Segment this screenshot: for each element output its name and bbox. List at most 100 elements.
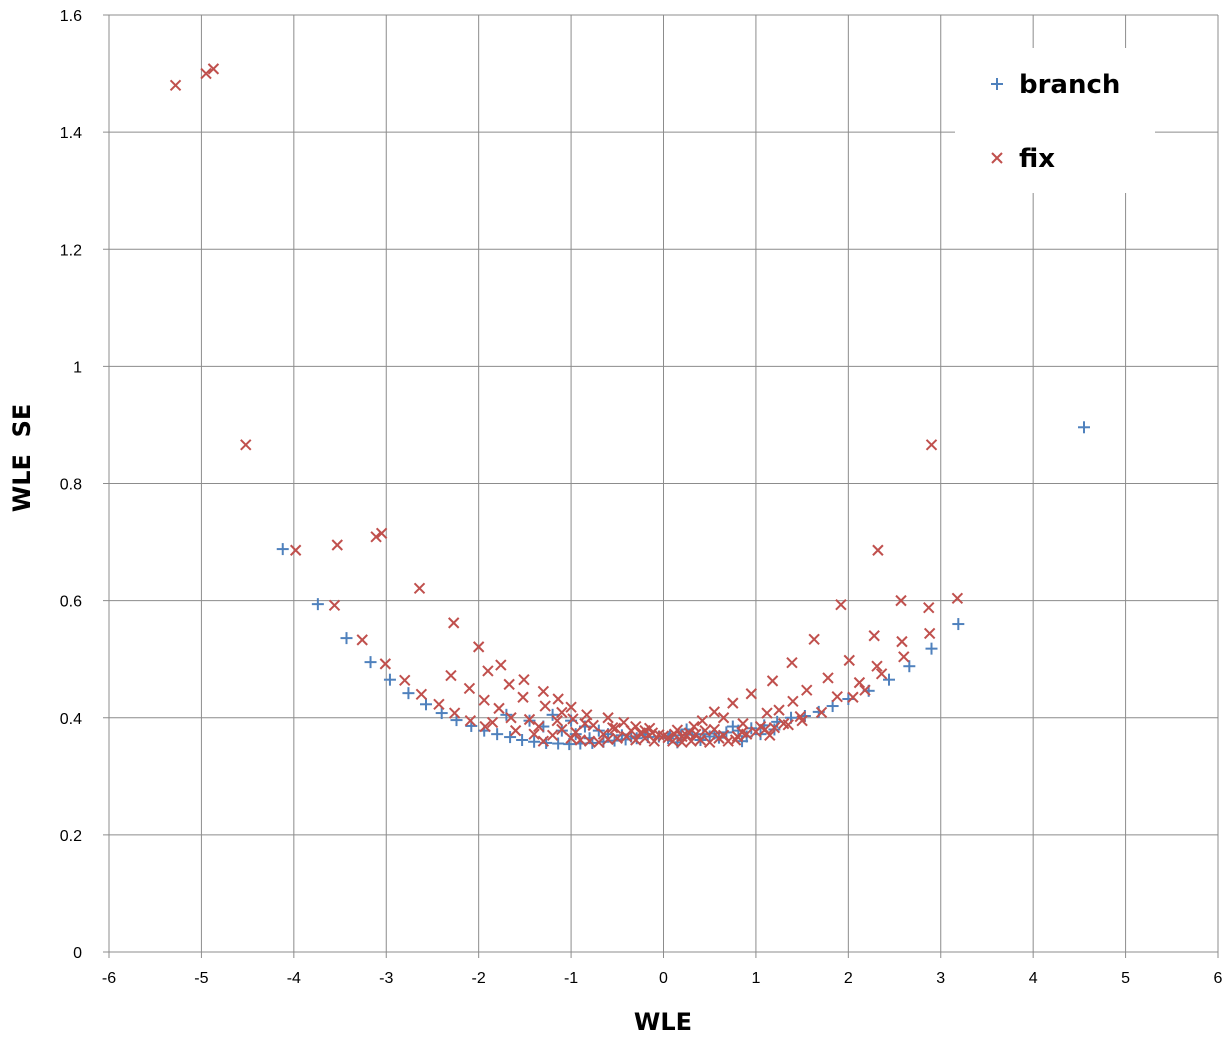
branch-point bbox=[528, 735, 541, 748]
y-tick-label: 0.2 bbox=[60, 828, 82, 845]
fix-point bbox=[898, 651, 910, 663]
fix-point bbox=[415, 688, 428, 701]
marker-stroke bbox=[773, 704, 785, 716]
y-tick-label: 1.6 bbox=[60, 8, 82, 25]
marker-stroke bbox=[801, 684, 813, 696]
marker-stroke bbox=[923, 627, 936, 640]
axes bbox=[103, 14, 1219, 958]
branch-point bbox=[925, 642, 938, 655]
marker-stroke bbox=[895, 594, 907, 607]
marker-stroke bbox=[587, 719, 599, 732]
fix-point bbox=[643, 722, 656, 734]
fix-point bbox=[895, 594, 907, 607]
marker-stroke bbox=[648, 735, 660, 747]
marker-stroke bbox=[875, 668, 888, 680]
marker-stroke bbox=[646, 727, 659, 739]
legend-label-fix: fix bbox=[1019, 144, 1055, 174]
fix-point bbox=[464, 714, 477, 727]
marker-stroke bbox=[503, 678, 515, 691]
fix-point bbox=[696, 714, 709, 727]
fix-point bbox=[581, 709, 593, 721]
marker-stroke bbox=[868, 630, 880, 642]
fix-point bbox=[766, 675, 779, 687]
marker-stroke bbox=[690, 728, 702, 740]
marker-stroke bbox=[768, 721, 781, 734]
marker-stroke bbox=[766, 675, 779, 687]
branch-point bbox=[546, 708, 559, 721]
marker-stroke bbox=[606, 721, 619, 734]
fix-point bbox=[552, 693, 564, 705]
fix-point bbox=[708, 706, 721, 718]
marker-stroke bbox=[528, 728, 540, 740]
legend-marker-branch bbox=[991, 78, 1003, 90]
fix-point bbox=[896, 635, 908, 648]
marker-stroke bbox=[708, 723, 721, 736]
x-tick-label: 4 bbox=[1029, 970, 1038, 987]
marker-stroke bbox=[653, 729, 665, 741]
fix-point bbox=[551, 714, 563, 727]
fix-point bbox=[433, 698, 445, 710]
marker-stroke bbox=[200, 67, 212, 80]
branch-point bbox=[1077, 421, 1090, 434]
marker-stroke bbox=[433, 698, 445, 710]
fix-point bbox=[796, 714, 808, 727]
x-axis-title: WLE bbox=[634, 1008, 692, 1036]
fix-point bbox=[782, 719, 794, 731]
fix-point bbox=[750, 726, 762, 738]
fix-point bbox=[486, 716, 499, 729]
marker-stroke bbox=[523, 713, 536, 726]
fix-point bbox=[745, 688, 758, 700]
fix-point bbox=[761, 707, 773, 719]
fix-point bbox=[328, 599, 341, 612]
marker-stroke bbox=[375, 527, 388, 539]
marker-stroke bbox=[676, 736, 688, 749]
fix-point bbox=[871, 660, 883, 672]
branch-point bbox=[952, 618, 965, 631]
marker-stroke bbox=[872, 544, 884, 556]
branch-point bbox=[504, 731, 517, 744]
fix-point bbox=[448, 707, 461, 719]
fix-point bbox=[609, 722, 622, 734]
marker-stroke bbox=[759, 723, 771, 736]
fix-point bbox=[868, 630, 880, 642]
x-tick-label: 2 bbox=[844, 970, 853, 987]
y-tick-label: 0.6 bbox=[60, 594, 82, 611]
marker-stroke bbox=[583, 735, 596, 747]
marker-stroke bbox=[847, 691, 859, 703]
fix-point bbox=[569, 726, 582, 739]
marker-stroke bbox=[729, 734, 742, 746]
fix-point bbox=[676, 736, 688, 749]
fix-point bbox=[634, 727, 647, 739]
marker-stroke bbox=[699, 724, 711, 737]
marker-stroke bbox=[717, 729, 730, 742]
marker-stroke bbox=[740, 728, 753, 740]
x-tick-label: -6 bbox=[102, 970, 116, 987]
fix-point bbox=[699, 724, 711, 737]
y-tick-label: 0.8 bbox=[60, 477, 82, 494]
marker-stroke bbox=[556, 706, 568, 719]
marker-stroke bbox=[593, 736, 605, 749]
branch-point bbox=[500, 708, 513, 721]
y-tick-label: 1.2 bbox=[60, 242, 82, 259]
marker-stroke bbox=[415, 688, 428, 701]
fix-point bbox=[597, 728, 610, 740]
marker-stroke bbox=[472, 641, 485, 653]
marker-stroke bbox=[835, 599, 847, 611]
marker-stroke bbox=[787, 695, 799, 708]
branch-point bbox=[276, 543, 289, 556]
marker-stroke bbox=[643, 722, 656, 734]
marker-stroke bbox=[399, 674, 411, 686]
fix-point bbox=[768, 721, 781, 734]
marker-stroke bbox=[625, 724, 637, 737]
marker-stroke bbox=[356, 634, 368, 646]
fix-point bbox=[579, 717, 591, 730]
fix-point bbox=[537, 685, 550, 698]
marker-stroke bbox=[574, 734, 587, 746]
marker-stroke bbox=[479, 720, 491, 733]
marker-stroke bbox=[717, 712, 730, 724]
marker-stroke bbox=[630, 734, 642, 746]
marker-stroke bbox=[727, 697, 739, 709]
fix-point bbox=[764, 729, 776, 742]
fix-point bbox=[727, 697, 739, 709]
